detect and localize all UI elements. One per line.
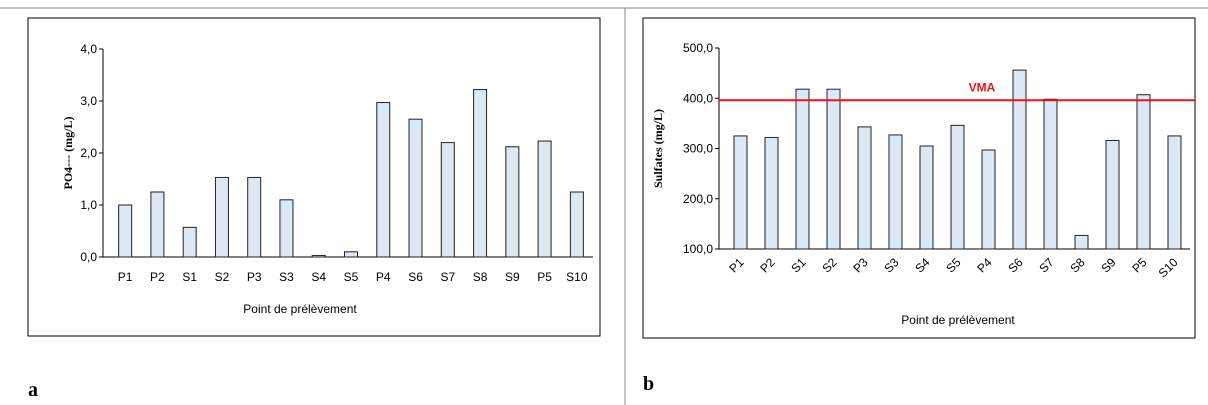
x-tick-label: S1 (182, 270, 197, 284)
x-tick-label: S1 (788, 255, 809, 276)
bar (344, 251, 358, 258)
panel-a-box (27, 17, 601, 337)
y-tick-label: 1,0 (80, 198, 97, 212)
x-tick-label: P1 (118, 270, 133, 284)
bar (1105, 139, 1120, 250)
x-tick-label: P4 (974, 255, 995, 276)
bar (733, 135, 748, 250)
bar (440, 142, 455, 258)
bar (279, 199, 294, 258)
bar (1043, 98, 1058, 250)
y-axis-label: Sulfates (mg/L) (651, 109, 665, 188)
panel-label: b (643, 373, 654, 395)
x-tick-label: S9 (505, 270, 520, 284)
x-tick-label: S3 (881, 255, 902, 276)
x-tick-label: S7 (440, 270, 455, 284)
x-tick-label: S4 (311, 270, 326, 284)
bar (182, 226, 197, 258)
y-tick-label: 500,0 (683, 41, 713, 55)
y-tick-label: 2,0 (80, 146, 97, 160)
bar (1012, 69, 1027, 250)
x-tick-label: S6 (408, 270, 423, 284)
x-tick-label: P2 (150, 270, 165, 284)
bar (764, 136, 779, 250)
bar (376, 102, 391, 258)
y-tick-label: 400,0 (683, 91, 713, 105)
x-tick-label: P4 (376, 270, 391, 284)
bar (214, 176, 229, 258)
x-axis-label: Point de prélèvement (243, 302, 357, 316)
reference-label: VMA (969, 80, 996, 94)
x-tick-label: S7 (1036, 255, 1057, 276)
bar (1167, 135, 1182, 250)
bar (505, 146, 520, 258)
panel-b-box (642, 17, 1196, 339)
bar (311, 254, 326, 258)
bar (473, 89, 488, 258)
bar (981, 149, 996, 250)
y-tick-label: 4,0 (80, 42, 97, 56)
x-tick-label: P5 (537, 270, 552, 284)
bar (1074, 234, 1089, 250)
y-tick-label: 200,0 (683, 192, 713, 206)
bar (150, 191, 165, 258)
x-tick-label: P3 (850, 255, 871, 276)
bar (919, 145, 934, 250)
x-tick-label: P3 (247, 270, 262, 284)
y-tick-label: 3,0 (80, 94, 97, 108)
panel-label: a (28, 379, 38, 401)
x-axis-label: Point de prélèvement (901, 313, 1015, 327)
y-tick-label: 100,0 (683, 242, 713, 256)
x-tick-label: S10 (1156, 255, 1181, 280)
x-tick-label: S6 (1005, 255, 1026, 276)
bar (408, 118, 423, 258)
bar (950, 124, 965, 250)
x-tick-label: S3 (279, 270, 294, 284)
x-tick-label: S10 (566, 270, 588, 284)
bar (247, 176, 262, 258)
bar (888, 134, 903, 250)
bar (1136, 94, 1151, 250)
x-tick-label: S5 (943, 255, 964, 276)
x-tick-label: S8 (1067, 255, 1088, 276)
bar (857, 126, 872, 250)
x-tick-label: S9 (1098, 255, 1119, 276)
bar (826, 88, 841, 250)
x-tick-label: S4 (912, 255, 933, 276)
x-tick-label: P5 (1129, 255, 1150, 276)
y-tick-label: 300,0 (683, 142, 713, 156)
x-tick-label: P1 (726, 255, 747, 276)
bar (118, 204, 133, 258)
y-axis-label: PO4--- (mg/L) (61, 117, 75, 190)
x-tick-label: S8 (473, 270, 488, 284)
bar (569, 191, 584, 258)
bar (537, 140, 552, 258)
x-tick-label: S2 (819, 255, 840, 276)
bar (795, 88, 810, 250)
x-tick-label: P2 (757, 255, 778, 276)
x-tick-label: S5 (344, 270, 359, 284)
y-tick-label: 0,0 (80, 250, 97, 264)
x-tick-label: S2 (215, 270, 230, 284)
